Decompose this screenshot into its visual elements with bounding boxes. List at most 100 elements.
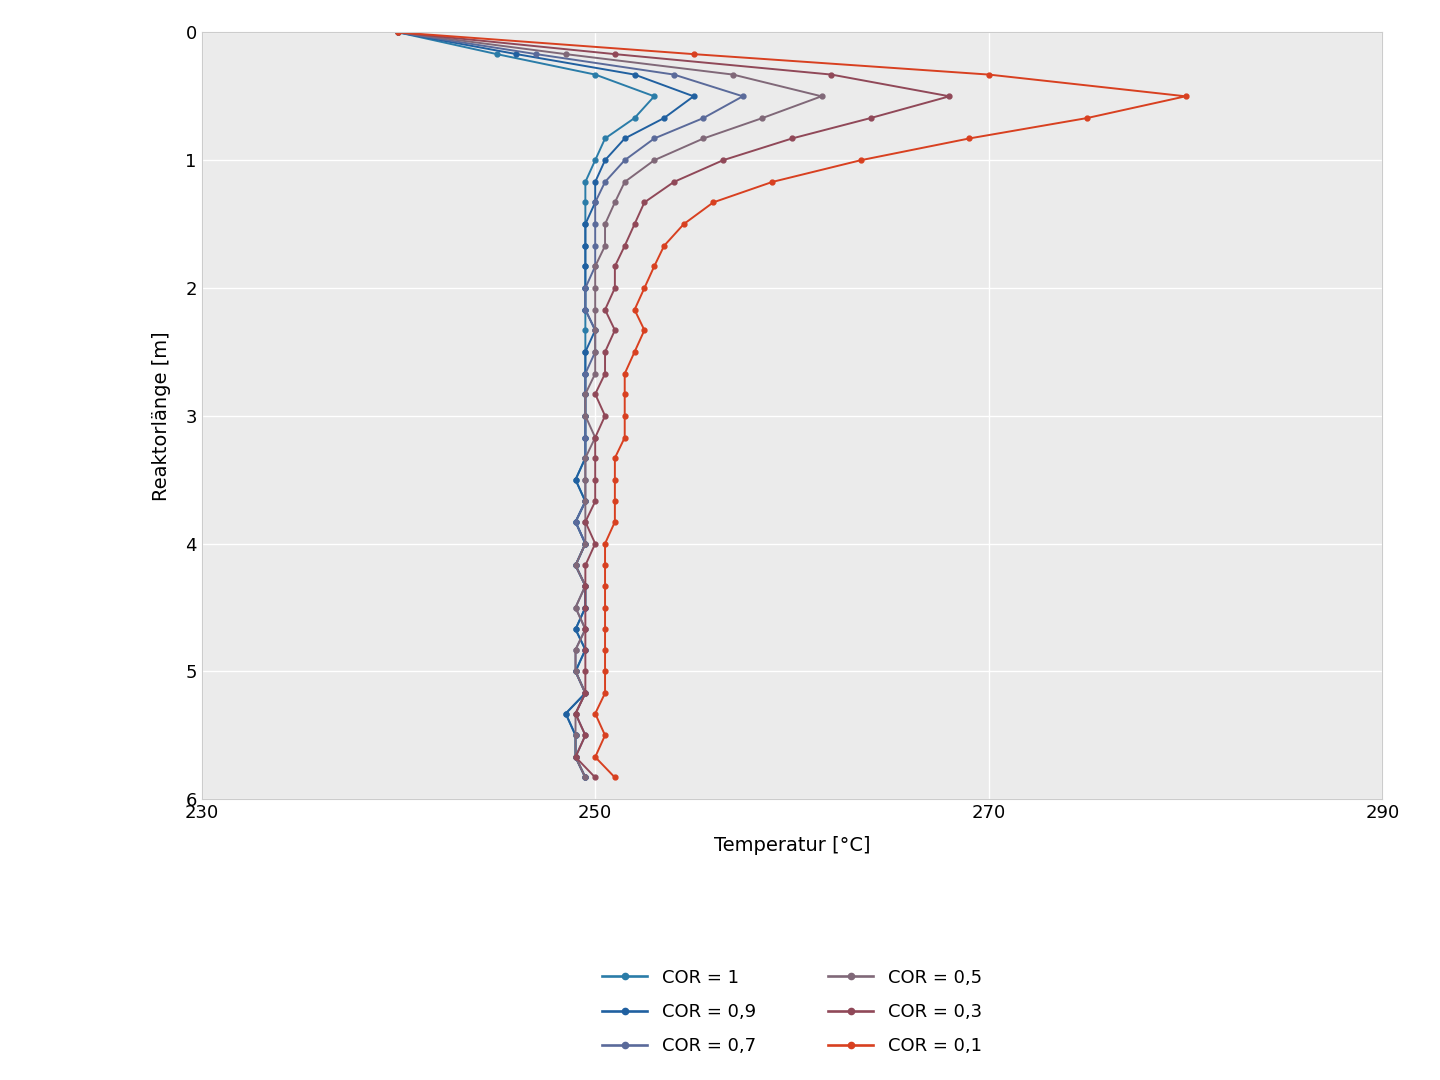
COR = 0,9 (577, 771, 595, 784)
COR = 0,7 (390, 26, 408, 39)
COR = 0,9 (577, 240, 595, 253)
COR = 0,5 (567, 644, 585, 657)
COR = 0,5 (577, 537, 595, 550)
COR = 0,1 (675, 218, 693, 231)
COR = 0,7 (577, 687, 595, 700)
COR = 0,9 (626, 68, 644, 81)
COR = 0,9 (596, 153, 613, 166)
COR = 0,3 (586, 537, 603, 550)
COR = 0,3 (577, 623, 595, 636)
COR = 0,1 (596, 644, 613, 657)
COR = 0,3 (606, 282, 624, 295)
X-axis label: Temperatur [°C]: Temperatur [°C] (714, 836, 870, 855)
COR = 0,9 (586, 175, 603, 188)
COR = 1 (577, 537, 595, 550)
COR = 0,1 (596, 665, 613, 678)
COR = 0,3 (822, 68, 840, 81)
COR = 0,1 (586, 707, 603, 720)
COR = 0,9 (567, 558, 585, 571)
COR = 0,3 (586, 388, 603, 401)
COR = 0,1 (763, 175, 780, 188)
COR = 0,3 (567, 707, 585, 720)
COR = 0,7 (567, 600, 585, 613)
COR = 0,3 (390, 26, 408, 39)
COR = 0,9 (577, 495, 595, 508)
COR = 0,3 (577, 558, 595, 571)
COR = 0,9 (577, 218, 595, 231)
COR = 0,5 (567, 665, 585, 678)
COR = 0,1 (596, 579, 613, 592)
COR = 0,7 (696, 111, 713, 124)
COR = 0,9 (567, 665, 585, 678)
COR = 0,3 (940, 90, 958, 103)
COR = 1 (577, 175, 595, 188)
COR = 0,5 (577, 771, 595, 784)
COR = 0,1 (616, 388, 634, 401)
COR = 0,5 (616, 175, 634, 188)
COR = 1 (567, 751, 585, 764)
COR = 0,3 (863, 111, 880, 124)
COR = 1 (586, 68, 603, 81)
COR = 0,1 (606, 451, 624, 464)
COR = 1 (577, 409, 595, 422)
COR = 0,7 (586, 324, 603, 337)
COR = 1 (577, 579, 595, 592)
COR = 1 (577, 771, 595, 784)
COR = 0,5 (645, 153, 662, 166)
COR = 1 (577, 431, 595, 444)
COR = 0,3 (567, 751, 585, 764)
COR = 0,5 (596, 240, 613, 253)
Line: COR = 1: COR = 1 (396, 30, 657, 780)
COR = 0,3 (596, 409, 613, 422)
COR = 0,7 (577, 367, 595, 380)
COR = 0,7 (577, 282, 595, 295)
COR = 0,1 (960, 132, 978, 145)
Line: COR = 0,9: COR = 0,9 (396, 30, 696, 780)
COR = 0,9 (577, 346, 595, 359)
COR = 0,5 (596, 218, 613, 231)
COR = 0,7 (577, 431, 595, 444)
COR = 0,5 (755, 111, 772, 124)
COR = 0,3 (636, 195, 654, 208)
Line: COR = 0,1: COR = 0,1 (396, 30, 1188, 780)
COR = 0,9 (577, 537, 595, 550)
COR = 0,7 (577, 495, 595, 508)
COR = 0,9 (577, 451, 595, 464)
COR = 0,5 (577, 687, 595, 700)
COR = 1 (557, 707, 575, 720)
Line: COR = 0,7: COR = 0,7 (396, 30, 746, 780)
COR = 0,5 (586, 303, 603, 316)
COR = 0,7 (577, 623, 595, 636)
COR = 1 (577, 282, 595, 295)
COR = 1 (390, 26, 408, 39)
COR = 0,1 (586, 751, 603, 764)
COR = 0,7 (616, 153, 634, 166)
COR = 0,9 (577, 431, 595, 444)
COR = 0,3 (577, 687, 595, 700)
COR = 0,3 (626, 218, 644, 231)
COR = 0,7 (586, 218, 603, 231)
COR = 0,7 (577, 537, 595, 550)
COR = 1 (577, 260, 595, 273)
COR = 0,3 (577, 644, 595, 657)
COR = 0,5 (586, 367, 603, 380)
COR = 0,5 (390, 26, 408, 39)
Y-axis label: Reaktorlänge [m]: Reaktorlänge [m] (153, 330, 171, 501)
COR = 0,1 (596, 600, 613, 613)
COR = 0,3 (586, 473, 603, 486)
COR = 1 (567, 473, 585, 486)
COR = 0,3 (596, 303, 613, 316)
COR = 0,3 (606, 260, 624, 273)
COR = 0,9 (577, 260, 595, 273)
COR = 1 (577, 451, 595, 464)
COR = 0,1 (390, 26, 408, 39)
COR = 0,7 (567, 707, 585, 720)
COR = 0,7 (645, 132, 662, 145)
COR = 0,1 (596, 537, 613, 550)
COR = 0,5 (606, 195, 624, 208)
COR = 0,5 (724, 68, 742, 81)
COR = 1 (577, 495, 595, 508)
COR = 0,9 (567, 473, 585, 486)
COR = 0,7 (567, 665, 585, 678)
COR = 0,3 (577, 579, 595, 592)
